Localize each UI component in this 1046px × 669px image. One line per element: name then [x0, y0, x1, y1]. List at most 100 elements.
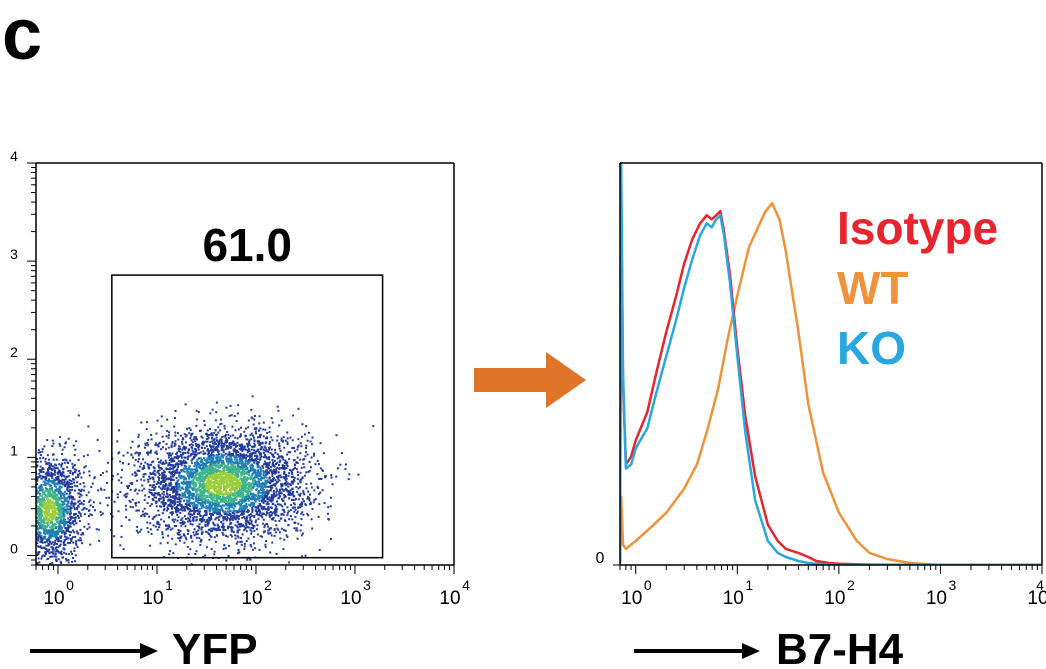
scatter-point: [226, 507, 229, 510]
scatter-point: [67, 525, 70, 528]
scatter-point: [232, 494, 235, 497]
scatter-point: [185, 465, 188, 468]
scatter-point: [196, 493, 199, 496]
scatter-point: [46, 525, 49, 528]
scatter-point: [50, 555, 53, 558]
scatter-point: [164, 459, 167, 462]
scatter-point: [245, 454, 248, 457]
scatter-point: [85, 494, 88, 497]
scatter-point: [202, 452, 205, 455]
scatter-point: [253, 442, 256, 445]
scatter-point: [63, 535, 66, 538]
scatter-point: [174, 434, 177, 437]
scatter-point: [21, 521, 23, 523]
scatter-point: [59, 444, 62, 447]
scatter-point: [157, 509, 160, 512]
scatter-point: [147, 530, 150, 533]
scatter-point: [329, 505, 332, 508]
scatter-point: [169, 528, 172, 531]
scatter-point: [257, 471, 260, 474]
scatter-point: [35, 572, 37, 574]
scatter-point: [254, 414, 257, 417]
scatter-point: [136, 509, 139, 512]
scatter-point: [43, 498, 46, 501]
scatter-point: [19, 491, 21, 493]
scatter-point: [220, 472, 223, 475]
scatter-point: [29, 512, 31, 514]
scatter-point: [60, 562, 63, 565]
scatter-point: [336, 467, 339, 470]
scatter-point: [89, 513, 92, 516]
scatter-point: [306, 512, 309, 515]
scatter-point: [292, 499, 295, 502]
scatter-point: [194, 510, 197, 513]
scatter-point: [215, 442, 218, 445]
scatter-point: [55, 546, 58, 549]
scatter-point: [145, 428, 148, 431]
scatter-point: [231, 482, 234, 485]
scatter-point: [241, 516, 244, 519]
scatter-point: [19, 517, 21, 519]
scatter-point: [22, 501, 24, 503]
scatter-point: [203, 466, 206, 469]
scatter-point: [251, 434, 254, 437]
scatter-point: [237, 485, 240, 488]
scatter-point: [268, 496, 271, 499]
scatter-point: [277, 528, 280, 531]
scatter-point: [309, 501, 312, 504]
scatter-point: [63, 533, 66, 536]
scatter-point: [186, 474, 189, 477]
scatter-point: [16, 520, 18, 522]
scatter-point: [256, 510, 259, 513]
scatter-point: [340, 452, 343, 455]
scatter-point: [217, 442, 220, 445]
scatter-point: [215, 411, 218, 414]
scatter-point: [78, 502, 81, 505]
scatter-point: [160, 448, 163, 451]
scatter-point: [233, 488, 236, 491]
scatter-point: [37, 545, 40, 548]
scatter-point: [204, 511, 207, 514]
scatter-point: [48, 503, 51, 506]
scatter-point: [79, 514, 82, 517]
scatter-point: [215, 475, 218, 478]
scatter-point: [203, 419, 206, 422]
scatter-point: [52, 552, 55, 555]
scatter-point: [27, 507, 29, 509]
scatter-point: [41, 491, 44, 494]
scatter-point: [176, 513, 179, 516]
scatter-point: [26, 538, 28, 540]
scatter-point: [215, 433, 218, 436]
scatter-point: [144, 444, 147, 447]
scatter-point: [18, 531, 20, 533]
scatter-point: [59, 497, 62, 500]
scatter-point: [60, 491, 63, 494]
scatter-point: [11, 520, 13, 522]
scatter-point: [152, 494, 155, 497]
scatter-point: [33, 531, 35, 533]
scatter-point: [266, 465, 269, 468]
scatter-point: [217, 466, 220, 469]
scatter-point: [207, 516, 210, 519]
scatter-point: [31, 514, 33, 516]
scatter-point: [304, 450, 307, 453]
scatter-point: [209, 427, 212, 430]
scatter-point: [247, 490, 250, 493]
scatter-point: [179, 489, 182, 492]
scatter-point: [227, 495, 230, 498]
scatter-point: [280, 527, 283, 530]
scatter-point: [183, 467, 186, 470]
scatter-point: [76, 506, 79, 509]
scatter-point: [191, 482, 194, 485]
scatter-point: [224, 507, 227, 510]
scatter-point: [48, 506, 51, 509]
scatter-point: [220, 475, 223, 478]
scatter-point: [303, 433, 306, 436]
scatter-point: [65, 441, 68, 444]
scatter-point: [211, 468, 214, 471]
scatter-point: [39, 454, 42, 457]
scatter-point: [63, 478, 66, 481]
scatter-point: [68, 478, 71, 481]
scatter-point: [39, 535, 42, 538]
scatter-point: [205, 514, 208, 517]
